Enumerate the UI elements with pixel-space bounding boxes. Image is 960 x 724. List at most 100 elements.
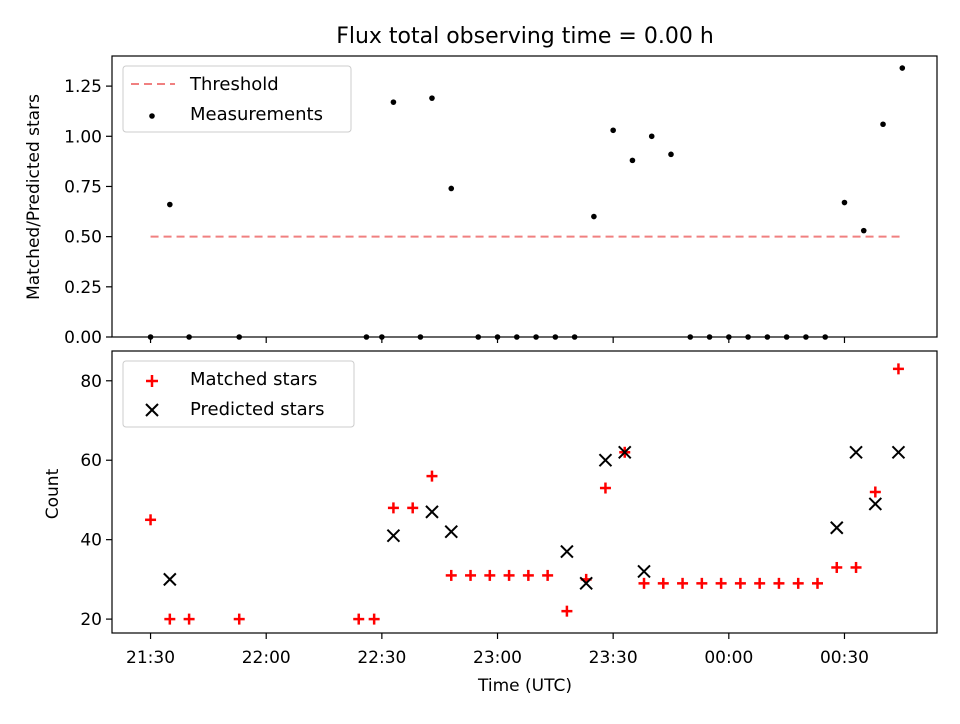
- predicted-stars-point: [444, 525, 458, 539]
- matched-stars-point: [445, 569, 457, 581]
- bottom-axes-frame: [111, 350, 938, 634]
- top-legend-box: [122, 65, 352, 133]
- matched-stars-point: [754, 577, 766, 589]
- matched-stars-point: [522, 569, 534, 581]
- matched-stars-point: [773, 577, 785, 589]
- bottom-legend: Matched stars Predicted stars: [122, 360, 355, 428]
- measurement-point: [860, 227, 867, 234]
- legend-measurements-swatch: [149, 113, 155, 119]
- measurement-point: [610, 127, 616, 134]
- legend-matched-swatch: [146, 375, 158, 387]
- matched-stars-point: [368, 613, 380, 625]
- x-tick-label: 22:00: [242, 648, 291, 668]
- predicted-stars-point: [618, 445, 632, 459]
- matched-stars-point: [183, 613, 195, 625]
- x-tick-label: 23:00: [473, 648, 522, 668]
- predicted-stars-point: [830, 521, 844, 535]
- predicted-stars-point: [579, 576, 593, 591]
- bottom-legend-box: [122, 360, 355, 428]
- y-tick-label: 60: [80, 451, 102, 471]
- bottom-data-layer: [145, 363, 906, 625]
- predicted-stars-point: [560, 544, 574, 559]
- measurement-point: [629, 157, 636, 164]
- matched-stars-point: [715, 577, 727, 589]
- predicted-stars-point: [868, 497, 883, 511]
- y-tick-label: 0.00: [64, 328, 102, 348]
- x-tick-label: 23:30: [589, 648, 638, 668]
- measurement-point: [899, 65, 906, 71]
- matched-stars-point: [542, 569, 554, 581]
- matched-stars-point: [465, 569, 477, 581]
- legend-matched-label: Matched stars: [190, 369, 317, 390]
- top-y-ticks: 0.00 0.25 0.50 0.75 1.00 1.25: [64, 77, 112, 348]
- matched-stars-point: [145, 514, 157, 526]
- y-tick-label: 20: [80, 610, 102, 630]
- measurement-point: [668, 151, 674, 158]
- matched-stars-point: [850, 561, 862, 573]
- top-panel-title: Flux total observing time = 0.00 h: [336, 24, 714, 49]
- matched-stars-point: [164, 613, 176, 625]
- top-legend: Threshold Measurements: [122, 65, 352, 133]
- predicted-stars-point: [386, 528, 401, 543]
- predicted-stars-point: [849, 445, 863, 459]
- y-tick-label: 80: [80, 372, 102, 392]
- top-y-axis-label: Matched/Predicted stars: [24, 94, 44, 300]
- bottom-x-ticks: 21:30 22:00 22:30 23:00 23:30 00:00 00:30: [126, 633, 869, 668]
- predicted-stars-point: [637, 564, 651, 579]
- matched-stars-point: [657, 577, 669, 589]
- matched-stars-point: [677, 577, 689, 589]
- legend-predicted-label: Predicted stars: [190, 399, 324, 420]
- top-axes-frame: [111, 55, 938, 338]
- matched-stars-point: [484, 569, 496, 581]
- top-data-layer: [147, 65, 906, 340]
- matched-stars-point: [561, 605, 573, 617]
- matched-stars-point: [734, 577, 746, 589]
- y-tick-label: 0.75: [64, 177, 102, 197]
- measurement-point: [390, 99, 397, 105]
- measurement-point: [167, 201, 173, 208]
- matched-stars-point: [892, 363, 904, 375]
- measurement-point: [591, 213, 597, 220]
- x-tick-label: 21:30: [126, 648, 175, 668]
- predicted-stars-point: [425, 505, 439, 519]
- y-tick-label: 0.50: [64, 228, 102, 248]
- measurement-point: [648, 133, 655, 140]
- matched-stars-point: [811, 577, 823, 589]
- legend-measurements-label: Measurements: [190, 104, 323, 125]
- matched-stars-point: [503, 569, 515, 581]
- x-tick-label: 00:30: [820, 648, 869, 668]
- bottom-x-axis-label: Time (UTC): [477, 676, 572, 696]
- matched-stars-point: [696, 577, 708, 589]
- y-tick-label: 1.25: [64, 77, 102, 97]
- matched-stars-point: [233, 613, 245, 625]
- y-tick-label: 40: [80, 531, 102, 551]
- matched-stars-point: [638, 577, 650, 589]
- matched-stars-point: [599, 482, 611, 494]
- x-tick-label: 00:00: [704, 648, 753, 668]
- predicted-stars-point: [891, 445, 906, 459]
- matched-stars-point: [869, 486, 881, 498]
- matched-stars-point: [792, 577, 804, 589]
- top-panel: Flux total observing time = 0.00 h 0.000…: [24, 24, 938, 348]
- matched-stars-point: [353, 613, 365, 625]
- x-tick-label: 22:30: [357, 648, 406, 668]
- predicted-stars-point: [598, 453, 613, 467]
- predicted-stars-point: [163, 572, 177, 587]
- measurement-point: [880, 121, 886, 128]
- y-tick-label: 0.25: [64, 278, 102, 298]
- measurement-point: [841, 199, 848, 206]
- bottom-y-ticks: 20 40 60 80: [80, 372, 112, 630]
- matched-stars-point: [831, 561, 843, 573]
- matched-stars-point: [426, 470, 438, 482]
- measurement-point: [429, 95, 435, 101]
- legend-predicted-swatch: [145, 403, 159, 417]
- matched-stars-point: [387, 502, 399, 514]
- matched-stars-point: [407, 502, 419, 514]
- y-tick-label: 1.00: [64, 127, 102, 147]
- legend-threshold-label: Threshold: [189, 74, 279, 95]
- bottom-panel: 20 40 60 80 21:30 22:00 22:30 23:00 23:30 00:00 0…: [43, 350, 938, 696]
- top-x-ticks: [149, 337, 846, 343]
- bottom-y-axis-label: Count: [43, 468, 63, 519]
- measurement-point: [448, 185, 455, 192]
